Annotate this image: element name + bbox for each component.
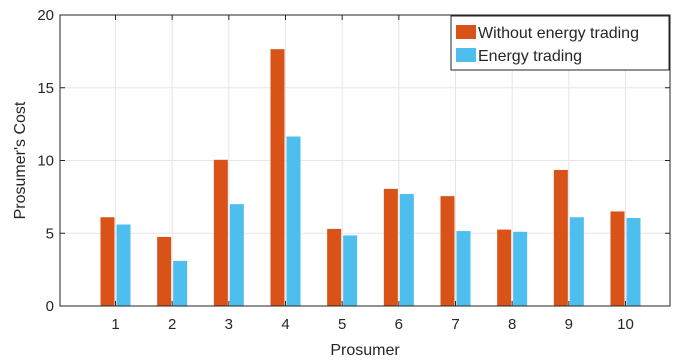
x-tick-label: 1: [111, 316, 119, 333]
bar-trading-3: [229, 204, 244, 306]
bars: [100, 49, 641, 306]
x-axis-label: Prosumer: [330, 342, 400, 359]
bar-without-trading-7: [440, 196, 455, 306]
bar-without-trading-6: [383, 188, 398, 306]
legend-label: Energy trading: [478, 48, 582, 65]
y-tick-label: 5: [46, 225, 54, 242]
legend-swatch: [456, 25, 476, 39]
bar-without-trading-2: [157, 236, 172, 306]
bar-without-trading-4: [270, 49, 285, 306]
x-tick-label: 6: [395, 316, 403, 333]
bar-trading-10: [626, 217, 641, 306]
bar-without-trading-3: [213, 159, 228, 306]
x-tick-label: 10: [617, 316, 634, 333]
y-tick-label: 15: [37, 80, 54, 97]
y-axis-label: Prosumer's Cost: [12, 101, 29, 219]
x-tick-label: 4: [281, 316, 289, 333]
x-tick-label: 5: [338, 316, 346, 333]
legend-swatch: [456, 48, 476, 62]
x-tick-label: 2: [168, 316, 176, 333]
bar-trading-7: [456, 231, 471, 306]
bar-trading-8: [513, 231, 528, 306]
x-tick-label: 8: [508, 316, 516, 333]
bar-without-trading-9: [553, 169, 568, 306]
y-tick-label: 0: [46, 298, 54, 315]
bar-without-trading-10: [610, 211, 625, 306]
bar-without-trading-5: [327, 228, 342, 306]
bar-trading-2: [173, 260, 188, 306]
ticks: 0 5 10 15 20 1 2 3 4 5 6 7 8 9 10: [37, 7, 670, 333]
y-tick-label: 10: [37, 153, 54, 170]
legend-label: Without energy trading: [478, 25, 639, 42]
bar-without-trading-8: [497, 229, 512, 306]
bar-trading-4: [286, 136, 301, 306]
bar-trading-9: [569, 217, 584, 306]
x-tick-label: 3: [225, 316, 233, 333]
x-tick-label: 9: [565, 316, 573, 333]
bar-trading-5: [343, 235, 358, 306]
legend-box: [450, 15, 670, 71]
bar-trading-6: [399, 193, 414, 306]
legend: Without energy trading Energy trading: [450, 15, 670, 71]
bar-without-trading-1: [100, 217, 115, 306]
bar-trading-1: [116, 224, 131, 306]
x-tick-label: 7: [451, 316, 459, 333]
y-tick-label: 20: [37, 7, 54, 24]
